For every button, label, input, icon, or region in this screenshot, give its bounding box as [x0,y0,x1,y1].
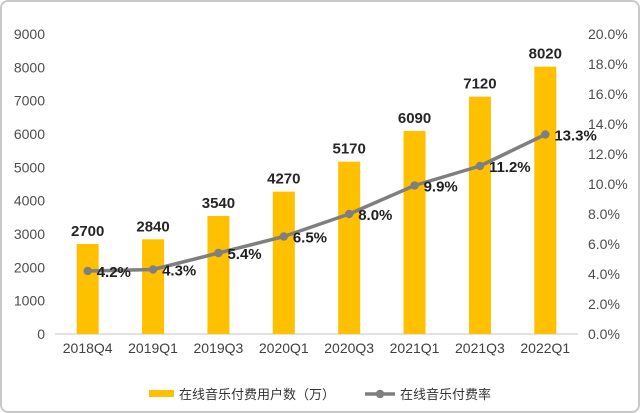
right-axis-tick-label: 6.0% [588,236,620,252]
bar-2021Q1 [403,131,426,334]
right-axis-tick-label: 4.0% [588,266,620,282]
rate-value-label: 5.4% [227,246,261,263]
left-axis-tick-label: 4000 [14,193,45,209]
left-axis-tick-label: 0 [37,326,45,342]
legend-label: 在线音乐付费用户数（万） [178,387,335,402]
bar-value-label: 4270 [267,171,300,188]
left-axis-tick-label: 8000 [14,59,45,75]
bar-value-label: 5170 [333,141,366,158]
left-axis-tick-label: 6000 [14,126,45,142]
chart-legend: 在线音乐付费用户数（万） 在线音乐付费率 [2,384,638,403]
rate-point-2021Q1 [410,181,419,190]
right-axis-tick-label: 12.0% [588,146,628,162]
rate-value-label: 6.5% [293,230,327,247]
left-axis-tick-label: 1000 [14,293,45,309]
bar-value-label: 2700 [71,223,104,240]
bar-2018Q4 [76,244,99,334]
bar-2021Q3 [468,96,491,335]
legend-label: 在线音乐付费率 [400,387,492,402]
legend-line-dot-swatch [365,389,395,398]
rate-line [87,132,547,273]
right-axis-tick-label: 16.0% [588,86,628,102]
rate-point-2021Q3 [475,161,485,171]
legend-item: 在线音乐付费用户数（万） [148,384,335,403]
bar-2019Q1 [142,239,165,334]
right-axis-tick-label: 8.0% [588,206,620,222]
bar-2020Q1 [272,191,295,334]
rate-point-2022Q1 [541,130,550,139]
left-axis-tick-label: 5000 [14,159,45,175]
rate-value-label: 11.2% [489,159,531,176]
bar-value-label: 3540 [202,195,235,212]
x-axis-category-label: 2019Q1 [128,340,178,356]
right-axis-tick-label: 0.0% [588,326,620,342]
rate-value-label: 13.3% [554,128,597,145]
bar-2022Q1 [534,66,557,335]
legend-bar-swatch [148,390,174,397]
x-axis-category-label: 2020Q1 [259,340,309,356]
x-axis-category-label: 2022Q1 [520,340,570,356]
bar-value-label: 8020 [529,46,562,63]
left-axis-tick-label: 3000 [14,226,45,242]
x-axis-category-label: 2020Q3 [324,340,374,356]
x-axis-category-label: 2021Q3 [455,340,505,356]
bar-2020Q3 [338,161,361,334]
rate-point-2020Q3 [344,209,354,219]
rate-value-label: 9.9% [424,179,458,196]
x-axis-category-label: 2019Q3 [194,340,244,356]
bar-value-label: 6090 [398,110,431,127]
bar-value-label: 7120 [463,76,496,93]
rate-point-2018Q4 [83,266,92,276]
rate-value-label: 4.3% [162,263,196,280]
left-axis-tick-label: 7000 [14,93,45,109]
bar-2019Q3 [207,216,230,334]
legend-item: 在线音乐付费率 [365,384,491,403]
right-axis-tick-label: 14.0% [588,116,628,132]
rate-value-label: 8.0% [358,207,392,224]
rate-point-2019Q3 [214,248,223,258]
right-axis-tick-label: 2.0% [588,296,620,312]
right-axis-tick-label: 20.0% [588,26,628,42]
bar-value-label: 2840 [136,218,169,235]
rate-point-2019Q1 [148,265,158,274]
left-axis-tick-label: 2000 [14,259,45,275]
x-axis-category-label: 2021Q1 [390,340,440,356]
right-axis-tick-label: 18.0% [588,56,628,72]
rate-value-label: 4.2% [97,264,131,281]
rate-point-2020Q1 [279,232,289,241]
x-axis-category-label: 2018Q4 [63,340,113,356]
right-axis-tick-label: 10.0% [588,176,628,192]
left-axis-tick-label: 9000 [14,26,45,42]
